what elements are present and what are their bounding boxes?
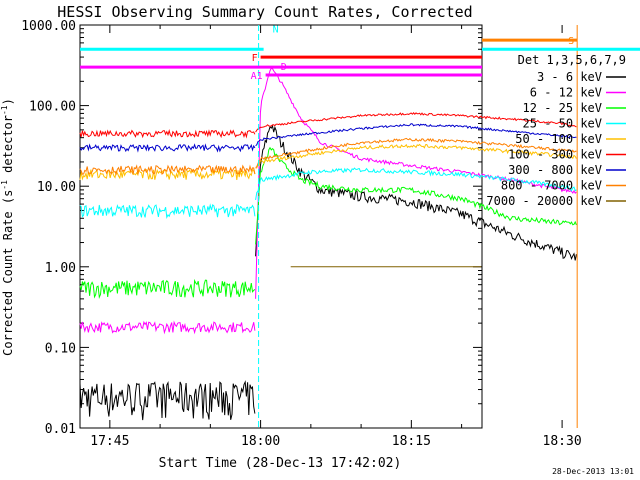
y-tick-label: 0.01 — [45, 422, 76, 437]
legend-entry: 800 - 7000 keV — [501, 179, 602, 193]
x-tick-label: 18:00 — [241, 434, 280, 449]
y-axis-label-part2: detector — [1, 115, 15, 180]
y-axis-label: Corrected Count Rate (s-1 detector-1) — [0, 98, 15, 356]
legend-entry: 6 - 12 keV — [530, 86, 602, 100]
y-tick-label: 1.00 — [45, 261, 76, 276]
series-line — [79, 278, 256, 299]
y-tick-label: 0.10 — [45, 341, 76, 356]
plot-frame — [79, 24, 483, 429]
legend-entry: 3 - 6 keV — [537, 70, 602, 84]
legend-entry: 100 - 300 keV — [508, 148, 602, 162]
legend-header: Det 1,3,5,6,7,9 — [518, 53, 626, 67]
legend-entry: 12 - 25 keV — [523, 101, 602, 115]
series-line — [255, 137, 577, 168]
y-axis-label-sup2: -1 — [0, 105, 9, 115]
series-line — [255, 112, 577, 133]
series-line — [79, 320, 256, 335]
y-axis-label-part: Corrected Count Rate (s — [1, 190, 15, 356]
footer-date: 28-Dec-2013 13:01 — [552, 467, 634, 476]
series-line — [79, 143, 256, 153]
series-line — [255, 123, 577, 147]
series-line — [79, 380, 256, 421]
legend-entry: 50 - 100 keV — [515, 132, 602, 146]
x-axis-label: Start Time (28-Dec-13 17:42:02) — [159, 456, 402, 471]
series-line — [255, 124, 577, 261]
y-tick-label: 100.00 — [29, 100, 76, 115]
axis-ticks: 1000.00 100.00 10.00 1.00 0.10 0.01 17:45 18:00… — [21, 19, 582, 449]
y-tick-label: 1000.00 — [21, 19, 76, 34]
series-line — [79, 168, 256, 181]
y-axis-label-sup: -1 — [0, 180, 9, 190]
legend-entry: 25 - 50 keV — [523, 117, 602, 131]
legend-entry: 300 - 800 keV — [508, 163, 602, 177]
series-line — [79, 129, 256, 139]
legend-entry: 7000 - 20000 keV — [486, 194, 602, 208]
y-tick-label: 10.00 — [37, 180, 76, 195]
state-bar-label: A1 — [251, 71, 263, 82]
state-bar-label: N — [273, 25, 279, 36]
series-line — [255, 146, 577, 245]
plot-border — [79, 24, 483, 429]
series-line — [79, 164, 256, 176]
chart-title: HESSI Observing Summary Count Rates, Cor… — [57, 3, 472, 21]
series-line — [255, 143, 577, 169]
state-bar-label: F — [252, 53, 258, 64]
x-tick-label: 18:30 — [543, 434, 582, 449]
state-bar-label: D — [281, 62, 287, 73]
state-bars: F S A1 N D — [80, 25, 640, 428]
x-tick-label: 17:45 — [90, 434, 129, 449]
state-bar-label: S — [568, 36, 574, 47]
x-tick-label: 18:15 — [392, 434, 431, 449]
series-layer — [79, 67, 577, 421]
series-line — [79, 203, 256, 220]
y-axis-label-close: ) — [1, 98, 15, 105]
series-line — [255, 167, 577, 200]
